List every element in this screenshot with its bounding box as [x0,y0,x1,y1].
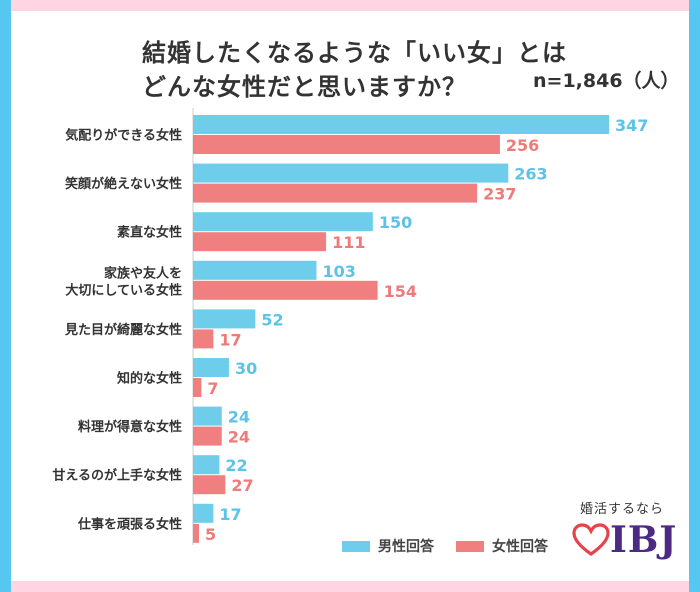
category-label: 料理が得意な女性 [78,419,182,435]
right-border [689,0,700,592]
category-label: 仕事を頑張る女性 [77,516,182,532]
left-border [0,0,11,592]
value-label-female: 154 [384,282,417,301]
bar-female [193,183,478,203]
value-label-male: 17 [219,505,241,524]
legend-female-label: 女性回答 [492,539,548,555]
bar-female [193,232,327,252]
title-line-1: 結婚したくなるような「いい女」とは [142,39,567,67]
value-label-female: 256 [506,136,539,155]
category-label: 気配りができる女性 [65,128,182,144]
bar-female [193,329,214,349]
ibj-logo: IBJ [572,519,677,561]
bar-male [193,358,229,377]
bar-female [193,378,202,397]
value-label-female: 5 [205,525,216,544]
category-label: 笑顔が絶えない女性 [65,176,182,192]
legend-male-label: 男性回答 [378,539,434,555]
bar-male [193,503,214,523]
value-label-male: 30 [235,359,257,378]
value-label-female: 27 [231,476,253,495]
bar-male [193,260,317,280]
value-label-male: 52 [261,310,283,329]
value-label-female: 237 [483,185,516,204]
value-label-female: 24 [228,428,250,447]
bar-male [193,115,609,134]
bar-female [193,475,226,495]
title-line-2: どんな女性だと思いますか？ [142,73,467,101]
heart-icon [572,523,610,556]
legend-female-swatch [456,540,484,552]
value-label-female: 7 [207,379,218,398]
value-label-male: 103 [322,262,355,281]
value-label-male: 347 [615,116,648,135]
bar-male [193,309,256,329]
bar-female [193,426,222,446]
value-label-male: 263 [514,165,547,184]
bar-female [193,280,378,300]
ibj-logo-text: IBJ [610,519,678,561]
legend-female: 女性回答 [456,536,548,556]
bar-female [193,523,199,543]
brand-tagline: 婚活するなら [580,502,665,517]
category-label: 見た目が綺麗な女性 [64,322,182,338]
category-label: 素直な女性 [117,225,182,241]
sample-size: n=1,846（人） [533,70,680,92]
value-label-male: 150 [379,213,412,232]
value-label-male: 22 [225,456,247,475]
legend-male-swatch [342,540,370,552]
bar-male [193,163,509,183]
bar-female [193,135,500,154]
value-label-male: 24 [228,408,250,427]
category-label: 知的な女性 [117,371,182,387]
value-label-female: 17 [219,330,241,349]
bar-male [193,406,222,426]
category-label: 甘えるのが上手な女性 [52,468,182,484]
bar-male [193,212,373,232]
value-label-female: 111 [332,233,365,252]
legend-male: 男性回答 [342,536,434,556]
bar-male [193,455,220,475]
category-label: 家族や友人を大切にしている女性 [65,265,182,298]
chart-title: 結婚したくなるような「いい女」とは どんな女性だと思いますか？ [142,36,567,104]
